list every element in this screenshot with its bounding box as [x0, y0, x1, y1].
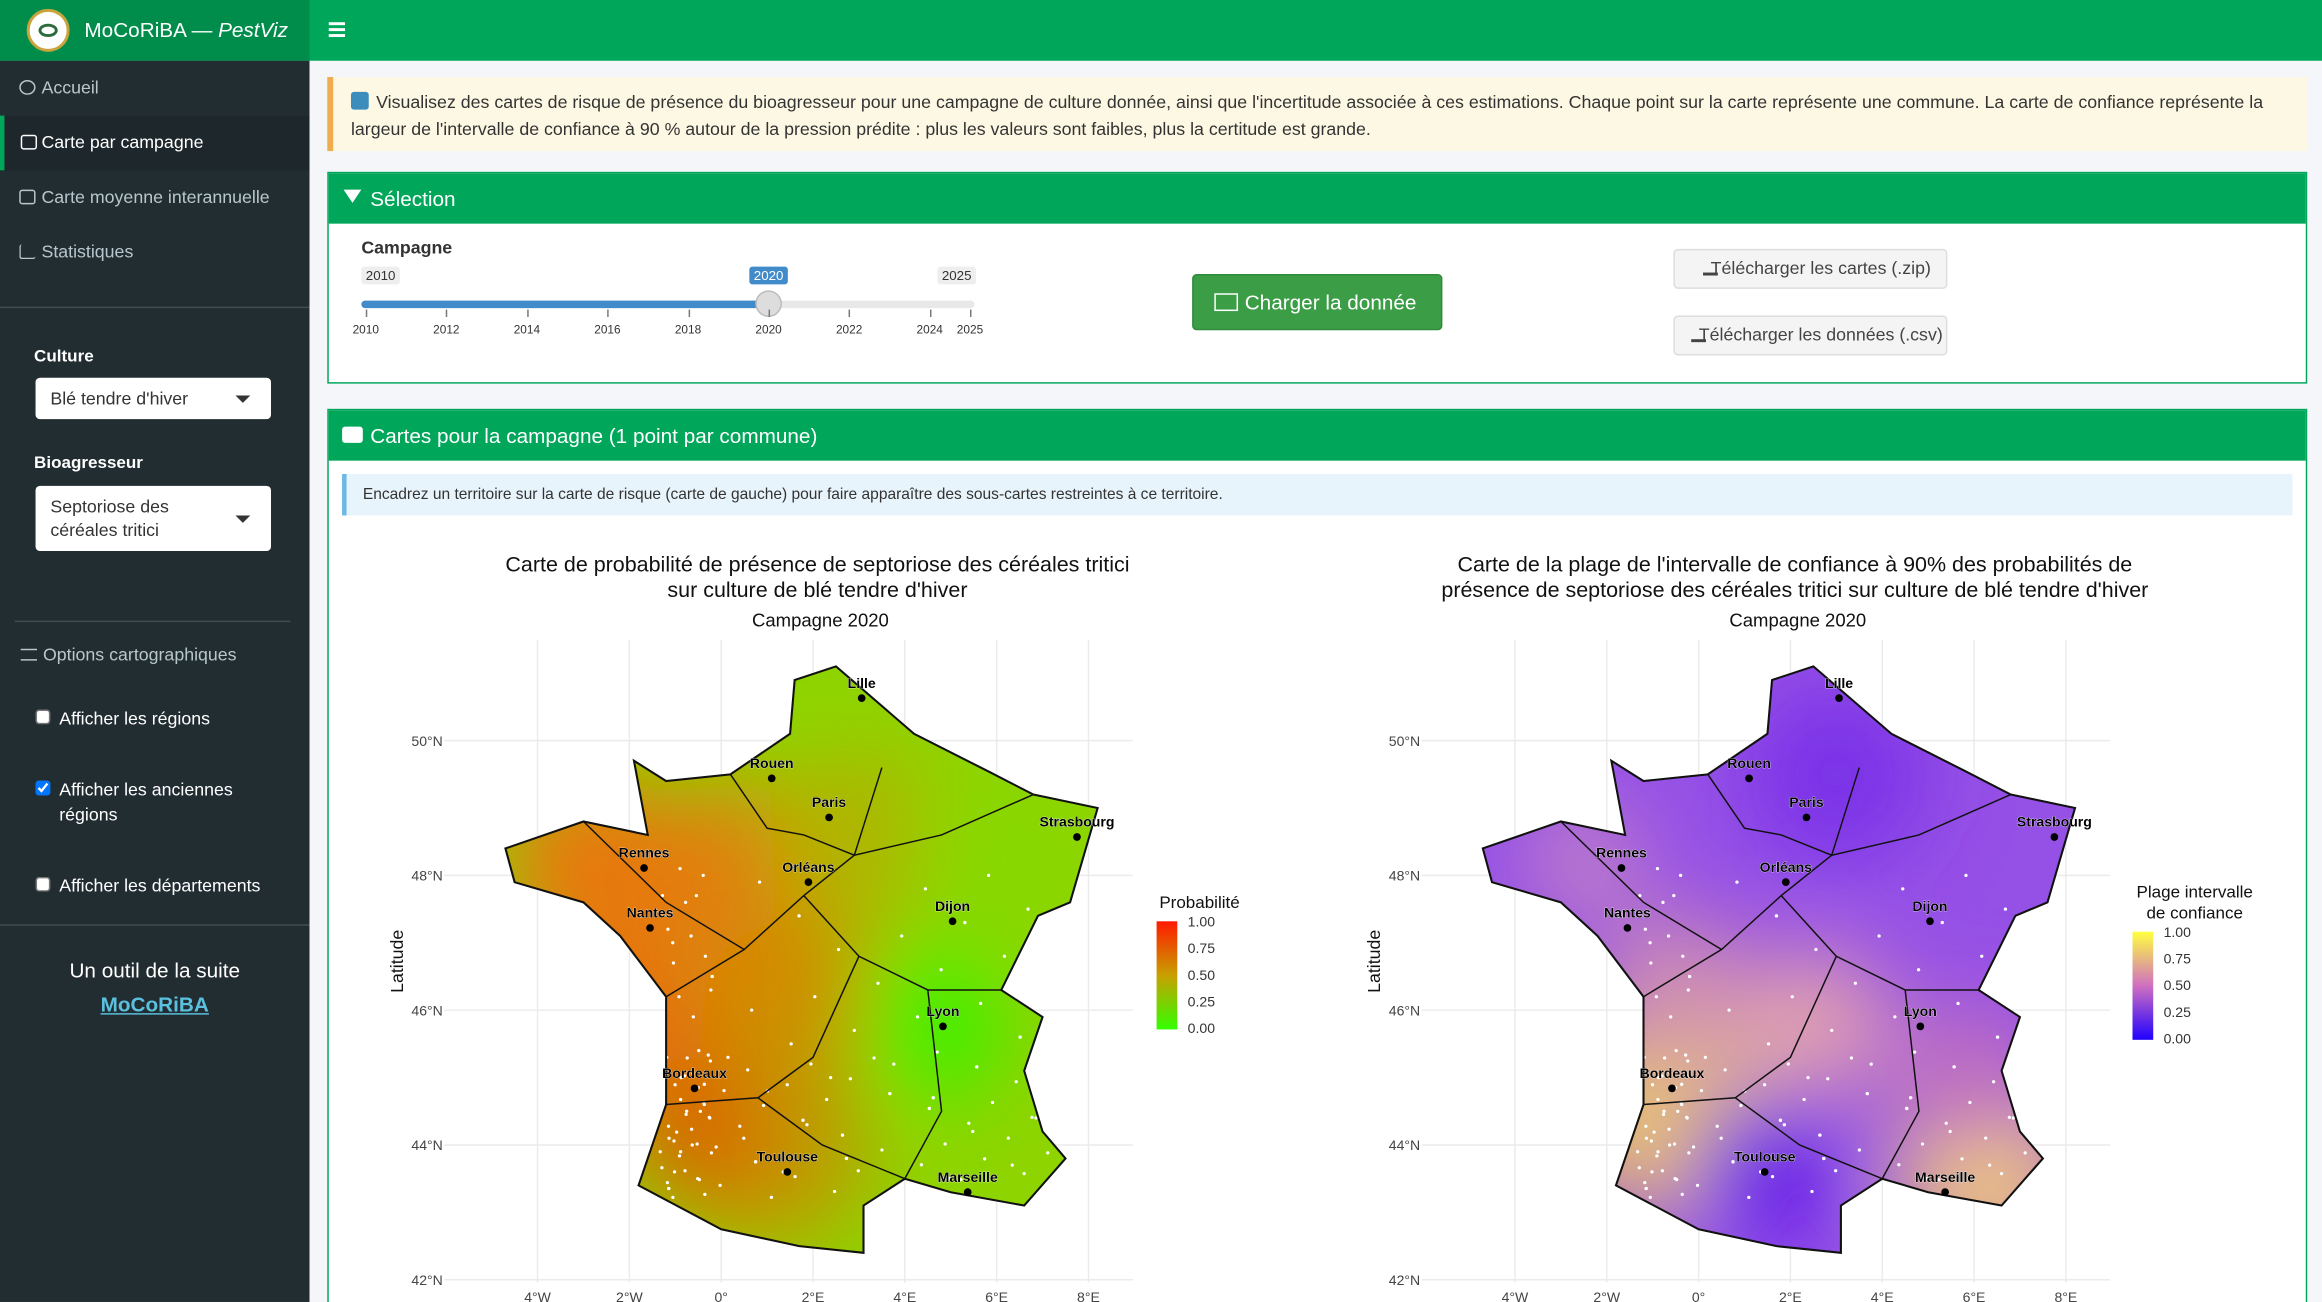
- checkbox[interactable]: Afficher les départements: [35, 874, 288, 899]
- culture-label: Culture: [34, 348, 94, 366]
- nav-item-active[interactable]: Carte par campagne: [0, 115, 310, 171]
- footer-link[interactable]: MoCoRiBA: [100, 992, 209, 1017]
- logo: [26, 8, 70, 52]
- nav-item[interactable]: Statistiques: [0, 225, 310, 280]
- box-title: Cartes pour la campagne (1 point par com…: [370, 423, 818, 448]
- info-text: Visualisez des cartes de risque de prése…: [350, 91, 2264, 140]
- slider-min: 2010: [361, 266, 400, 285]
- bio-value: Septoriose des céréales tritici: [50, 496, 169, 541]
- nav-label: Accueil: [41, 77, 99, 98]
- load-button[interactable]: Charger la donnée: [1192, 274, 1443, 331]
- slider-tick-label: 2022: [835, 322, 863, 337]
- slider-tick: [768, 309, 771, 317]
- download-maps-button[interactable]: Télécharger les cartes (.zip): [1673, 248, 1948, 289]
- selection-box: Sélection: [327, 171, 2308, 384]
- separator: [0, 306, 310, 309]
- maps-box: Cartes pour la campagne (1 point par com…: [327, 408, 2308, 1302]
- brand-italic: PestViz: [218, 17, 288, 42]
- checkbox-input[interactable]: [35, 876, 51, 892]
- slider-tick: [849, 309, 851, 317]
- slider-tick: [526, 309, 529, 317]
- slider-tick-label: 2016: [594, 322, 621, 337]
- checkbox-input[interactable]: [35, 780, 51, 796]
- slider-tick-label: 2024: [916, 322, 943, 337]
- slider-tick: [688, 309, 690, 317]
- menu-toggle[interactable]: [328, 22, 346, 38]
- bio-label: Bioagresseur: [34, 454, 143, 473]
- download-maps-text: Télécharger les cartes (.zip): [1710, 257, 1931, 279]
- top-bar: [0, 0, 2322, 61]
- box-header: Cartes pour la campagne (1 point par com…: [328, 410, 2306, 461]
- slider-tick-label: 2018: [674, 322, 702, 337]
- slider-tick-label: 2012: [433, 322, 460, 337]
- slider-tick: [446, 309, 448, 317]
- slider-tick-label: 2025: [956, 322, 984, 337]
- checkbox-label: Afficher les régions: [59, 708, 211, 729]
- slider-fill: [361, 300, 769, 309]
- options-text: Options cartographiques: [42, 644, 237, 666]
- nav-item[interactable]: Accueil: [0, 61, 310, 116]
- slider-max: 2025: [937, 266, 976, 285]
- slider-tick: [969, 309, 972, 317]
- slider-tick-label: 2020: [755, 322, 782, 337]
- download-data-text: Télécharger les données (.csv): [1698, 324, 1943, 346]
- brand[interactable]: MoCoRiBA — PestViz: [84, 18, 288, 42]
- hint-banner: Encadrez un territoire sur la carte de r…: [342, 473, 2293, 516]
- slider-tick-label: 2014: [513, 322, 541, 337]
- bio-select[interactable]: Septoriose des céréales tritici: [35, 485, 272, 552]
- nav-item[interactable]: Carte moyenne interannuelle: [0, 170, 310, 225]
- slider[interactable]: [0, 0, 1, 1]
- slider-label: Campagne: [361, 236, 453, 258]
- slider-value: 2020: [749, 266, 788, 285]
- culture-value: Blé tendre d'hiver: [50, 388, 189, 409]
- separator: [0, 924, 310, 926]
- brand-text: MoCoRiBA —: [84, 17, 213, 42]
- slider-tick-label: 2010: [352, 322, 379, 337]
- info-icon: [350, 91, 369, 110]
- sidebar: [0, 60, 310, 1302]
- culture-select[interactable]: Blé tendre d'hiver: [35, 377, 272, 420]
- info-banner: Visualisez des cartes de risque de prése…: [327, 77, 2308, 152]
- load-button-text: Charger la donnée: [1244, 290, 1417, 315]
- slider-tick: [365, 309, 368, 317]
- box-title: Sélection: [370, 186, 456, 211]
- checkbox[interactable]: Afficher les régions: [35, 707, 288, 732]
- nav-label: Carte par campagne: [41, 131, 204, 153]
- nav-label: Carte moyenne interannuelle: [41, 186, 270, 208]
- footer-text: Un outil de la suite: [69, 958, 241, 983]
- checkbox-input[interactable]: [35, 709, 51, 725]
- slider-tick: [929, 309, 932, 317]
- slider-tick: [607, 309, 609, 317]
- nav-label: Statistiques: [41, 241, 134, 263]
- checkbox-label: Afficher les départements: [59, 875, 261, 897]
- download-data-button[interactable]: Télécharger les données (.csv): [1673, 315, 1948, 356]
- checkbox-label: Afficher les anciennes régions: [59, 779, 233, 826]
- separator: [14, 620, 291, 623]
- checkbox[interactable]: Afficher les anciennes régions: [35, 778, 243, 828]
- options-title: Options cartographiques: [20, 644, 237, 666]
- box-header: Sélection: [328, 173, 2306, 224]
